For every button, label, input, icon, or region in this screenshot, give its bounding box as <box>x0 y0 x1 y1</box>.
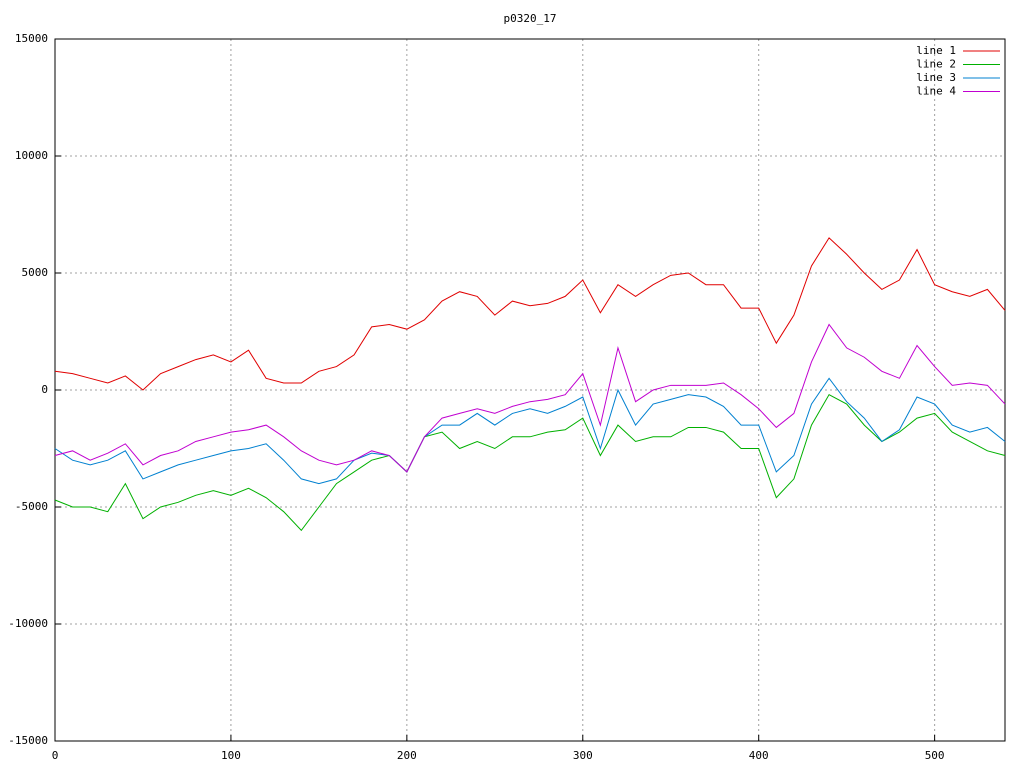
y-tick-label: -5000 <box>15 500 48 513</box>
plot-frame <box>54 38 1006 742</box>
y-tick-label: -10000 <box>8 617 48 630</box>
y-tick-label: 5000 <box>22 266 49 279</box>
legend-label: line 3 <box>916 71 956 84</box>
x-tick-label: 0 <box>52 749 59 762</box>
y-tick-label: 10000 <box>15 149 48 162</box>
x-tick-label: 400 <box>749 749 769 762</box>
x-tick-label: 300 <box>573 749 593 762</box>
x-tick-label: 100 <box>221 749 241 762</box>
chart-title: p0320_17 <box>504 12 557 25</box>
legend-label: line 2 <box>916 58 956 71</box>
legend-label: line 1 <box>916 44 956 57</box>
data-line <box>54 394 1006 532</box>
legend-label: line 4 <box>916 85 956 98</box>
x-tick-label: 200 <box>397 749 417 762</box>
y-tick-label: -15000 <box>8 734 48 747</box>
data-line <box>54 377 1006 485</box>
x-tick-label: 500 <box>925 749 945 762</box>
data-line <box>54 323 1006 473</box>
y-tick-label: 0 <box>41 383 48 396</box>
y-tick-label: 15000 <box>15 32 48 45</box>
data-line <box>54 237 1006 391</box>
